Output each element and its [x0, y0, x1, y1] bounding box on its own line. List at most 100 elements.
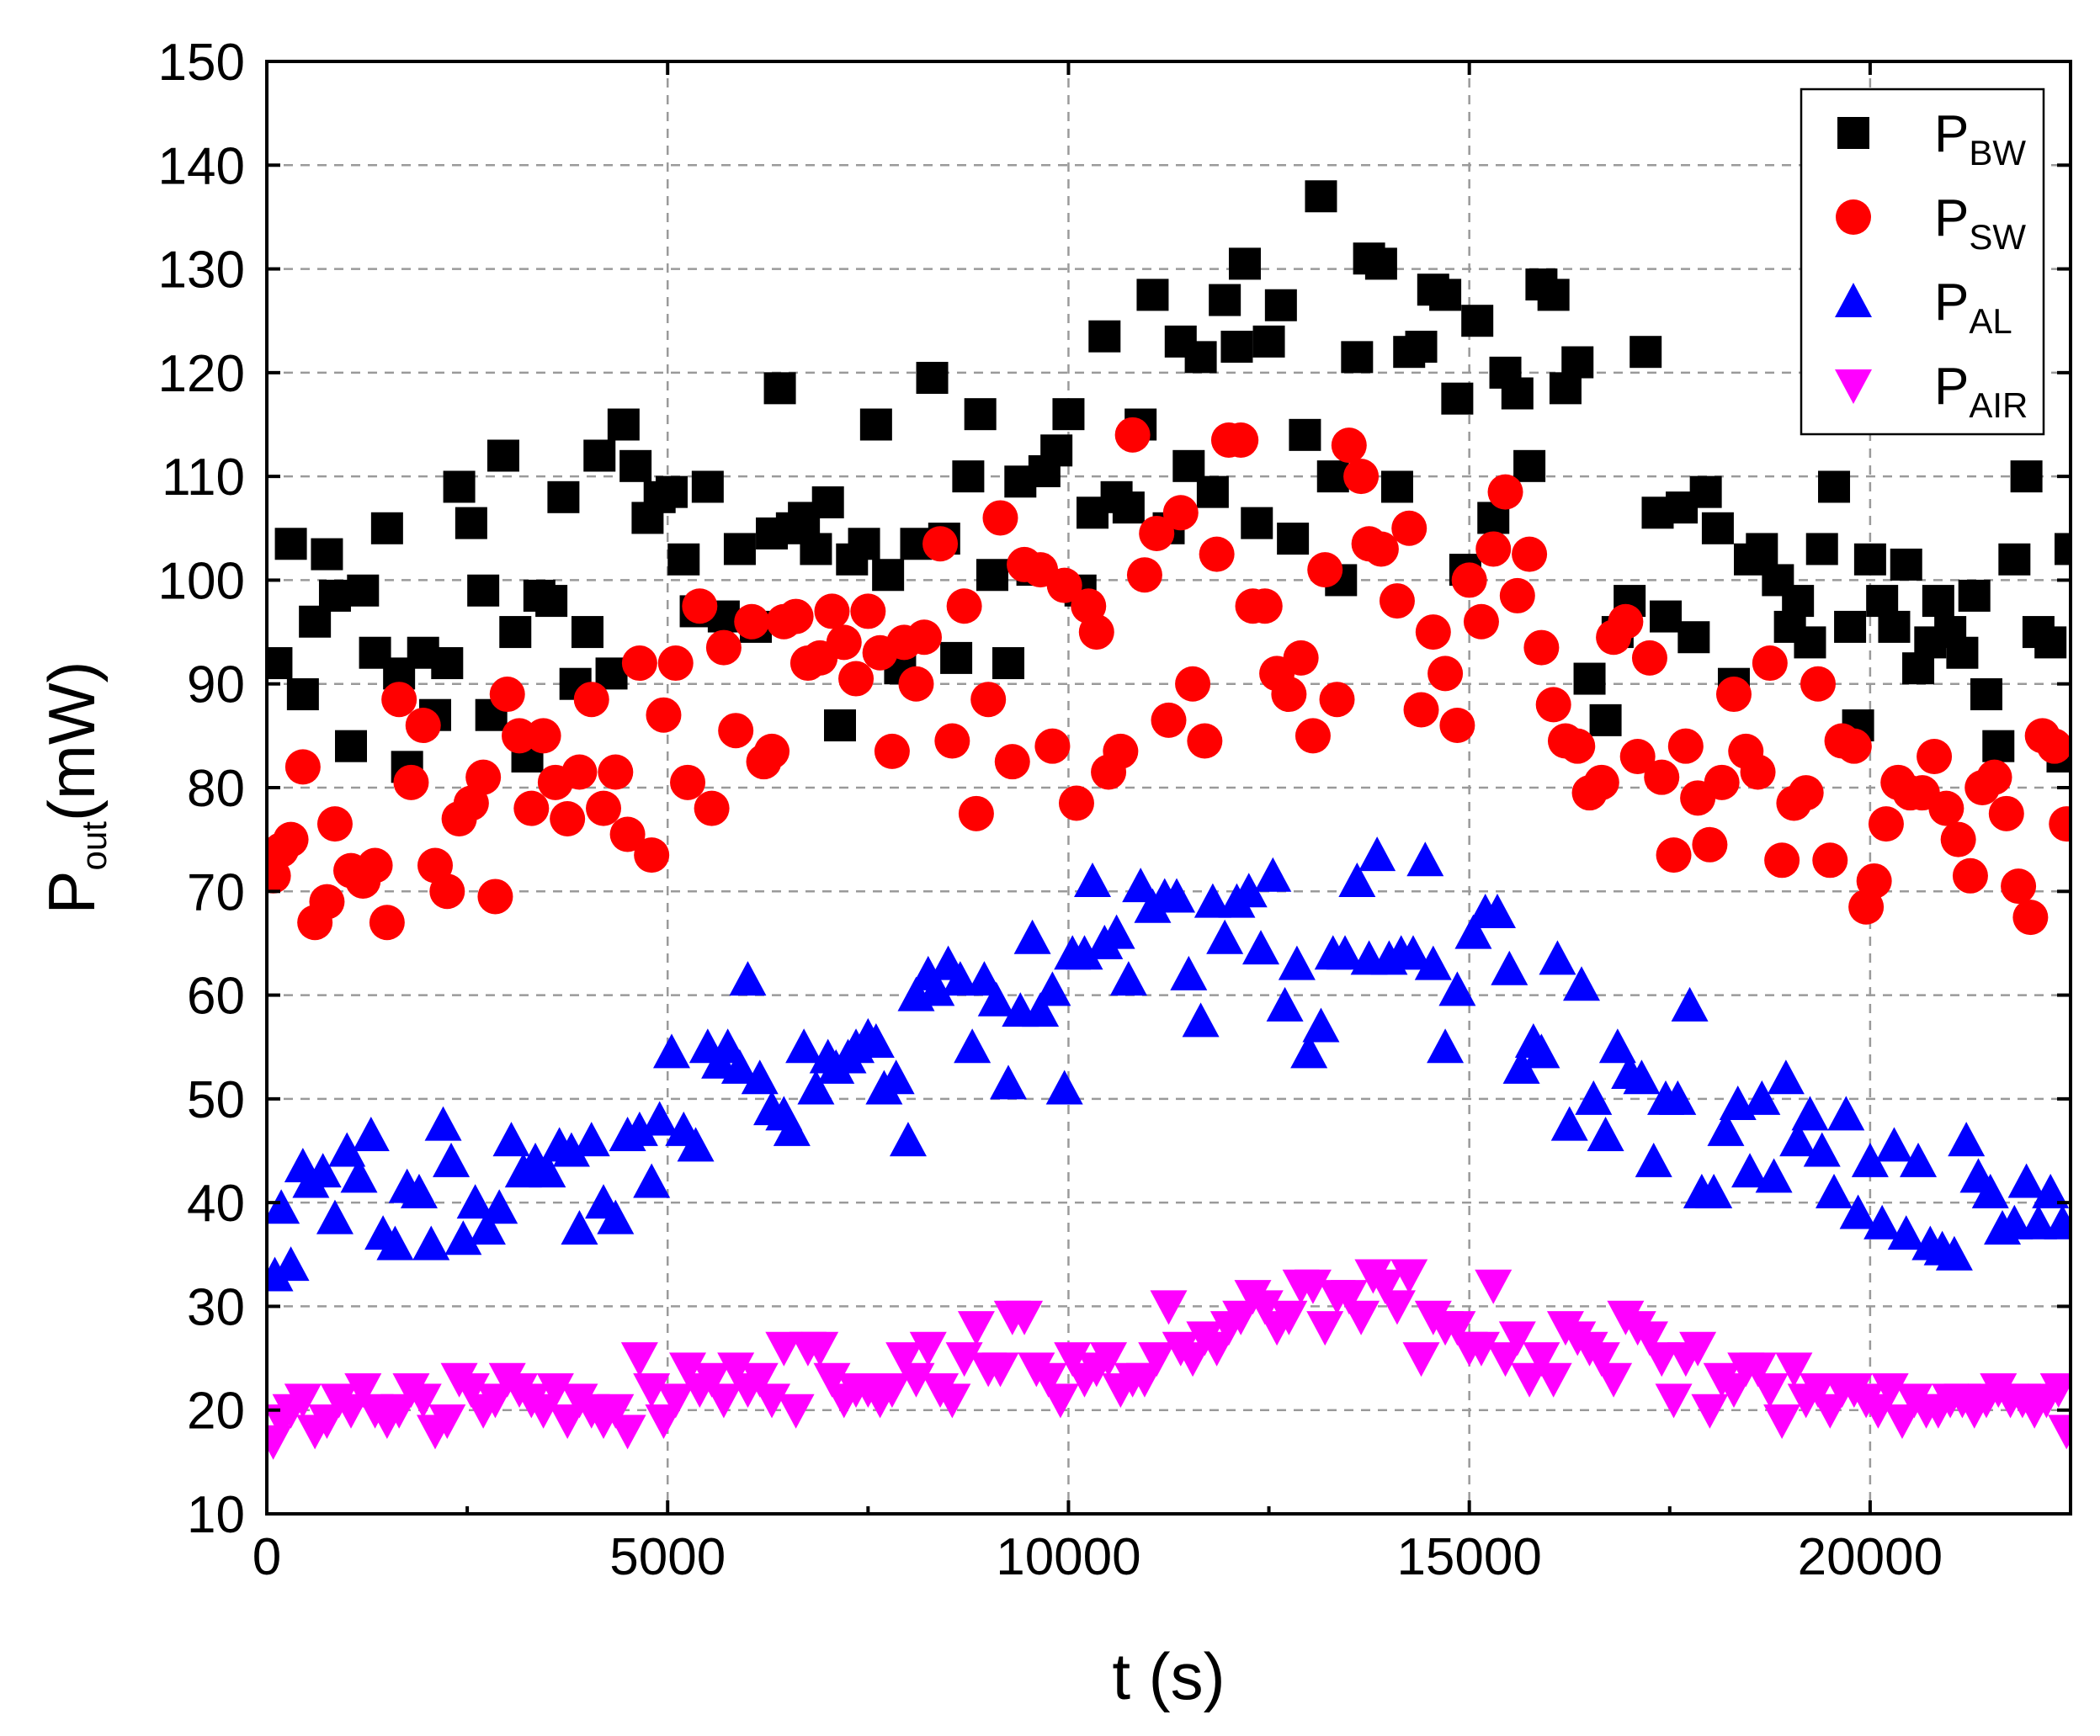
y-tick-label: 130 — [158, 242, 245, 300]
data-point-al — [1438, 971, 1476, 1006]
data-point-sw — [2049, 806, 2071, 842]
data-point-sw — [1512, 536, 1548, 572]
data-point-air — [1811, 1394, 1849, 1429]
data-point-al — [1635, 1142, 1672, 1177]
data-point-bw — [1264, 289, 1297, 321]
data-point-al — [1755, 1158, 1793, 1193]
data-point-al — [1563, 966, 1601, 1001]
data-point-bw — [1289, 418, 1321, 451]
data-point-bw — [1513, 449, 1546, 482]
x-tick-label: 10000 — [996, 1528, 1140, 1586]
data-point-sw — [1363, 531, 1399, 567]
data-point-air — [1390, 1259, 1428, 1294]
data-point-al — [1816, 1173, 1853, 1208]
data-point-al — [1338, 862, 1376, 897]
data-point-sw — [1644, 759, 1680, 795]
x-tick-label: 20000 — [1798, 1528, 1943, 1586]
data-point-al — [729, 961, 767, 996]
data-point-air — [597, 1394, 635, 1429]
data-point-al — [340, 1158, 378, 1193]
data-point-sw — [1187, 723, 1223, 759]
data-point-al — [1803, 1132, 1841, 1167]
data-point-air — [1150, 1290, 1188, 1325]
data-point-bw — [1277, 523, 1310, 555]
legend-label-sw: PSW — [1934, 189, 2026, 257]
data-point-sw — [1631, 640, 1667, 676]
data-point-al — [954, 1028, 992, 1064]
data-point-sw — [1667, 728, 1704, 764]
series-sw — [267, 417, 2071, 941]
data-point-air — [1582, 1342, 1620, 1378]
series-al — [267, 836, 2071, 1292]
data-point-air — [536, 1373, 574, 1409]
y-tick-label: 20 — [187, 1383, 245, 1441]
data-point-sw — [1295, 718, 1331, 754]
data-point-al — [272, 1246, 310, 1282]
y-tick-label: 80 — [187, 760, 245, 818]
data-point-air — [945, 1342, 983, 1378]
data-point-sw — [525, 718, 561, 754]
data-point-sw — [754, 733, 790, 769]
data-point-air — [1006, 1300, 1044, 1335]
data-point-bw — [467, 574, 500, 607]
data-point-sw — [1619, 739, 1656, 775]
data-point-air — [344, 1373, 382, 1409]
data-point-bw — [2055, 533, 2071, 565]
data-point-air — [1775, 1352, 1813, 1388]
y-tick-label: 70 — [187, 863, 245, 921]
data-point-sw — [1058, 785, 1094, 821]
data-point-sw — [1475, 531, 1512, 567]
data-point-bw — [2010, 460, 2043, 493]
data-point-bw — [1461, 305, 1494, 337]
data-point-bw — [823, 709, 856, 742]
data-point-al — [773, 1111, 811, 1146]
data-point-al — [1098, 914, 1135, 949]
data-point-al — [1779, 1122, 1817, 1157]
data-point-al — [889, 1122, 927, 1157]
data-point-sw — [1307, 552, 1343, 588]
data-point-al — [2032, 1173, 2070, 1208]
x-tick-label: 15000 — [1396, 1528, 1541, 1586]
legend-marker-al — [1835, 283, 1872, 317]
x-axis-title: t (s) — [1112, 1639, 1225, 1713]
data-point-bw — [619, 449, 652, 482]
data-point-al — [1034, 971, 1071, 1006]
data-point-air — [957, 1311, 995, 1346]
data-point-bw — [1805, 533, 1838, 565]
data-point-al — [1045, 1070, 1083, 1105]
data-point-al — [492, 1122, 530, 1157]
data-point-sw — [1856, 863, 1892, 899]
data-point-al — [1278, 945, 1316, 980]
data-point-al — [1170, 955, 1208, 990]
data-point-bw — [1573, 662, 1606, 695]
series-air — [267, 1259, 2071, 1460]
y-tick-label: 110 — [162, 449, 245, 507]
data-point-bw — [1746, 533, 1778, 565]
data-point-bw — [1429, 279, 1462, 311]
data-point-air — [1871, 1373, 1909, 1409]
data-point-sw — [705, 629, 742, 666]
data-point-bw — [952, 460, 985, 493]
data-point-air — [933, 1383, 971, 1419]
data-point-al — [1839, 1194, 1877, 1229]
data-point-bw — [1782, 585, 1815, 618]
data-point-sw — [1439, 708, 1475, 744]
data-point-al — [1242, 930, 1280, 965]
data-point-sw — [1175, 666, 1211, 702]
data-point-sw — [694, 790, 730, 826]
data-point-sw — [634, 837, 670, 873]
legend: PBW PSW PAL PAIR — [1800, 88, 2045, 436]
data-point-sw — [1988, 795, 2024, 831]
data-point-air — [633, 1373, 671, 1409]
data-point-al — [785, 1028, 823, 1064]
data-point-bw — [607, 408, 640, 441]
data-point-sw — [982, 500, 1018, 536]
data-point-sw — [586, 790, 622, 826]
data-point-bw — [1629, 336, 1662, 369]
data-point-sw — [284, 749, 321, 785]
data-point-bw — [655, 475, 688, 508]
data-point-bw — [1650, 600, 1683, 633]
data-point-al — [552, 1132, 590, 1167]
data-point-air — [1462, 1331, 1500, 1367]
